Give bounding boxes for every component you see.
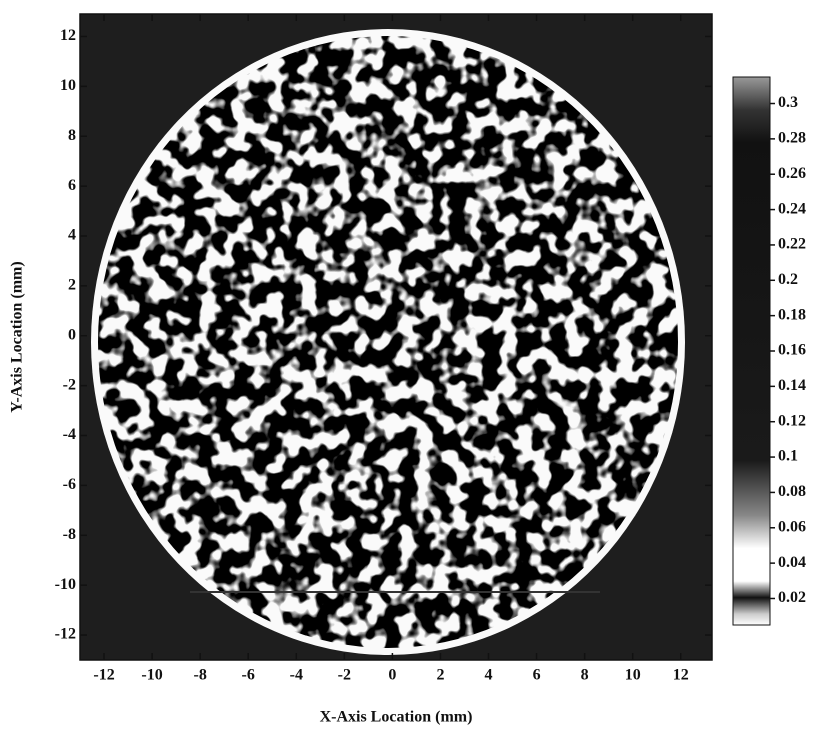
colorbar-tick-label: 0.3 [778, 94, 798, 111]
colorbar-tick-label: 0.08 [778, 483, 806, 500]
x-tick-label: -10 [141, 667, 162, 684]
x-tick-label: -12 [93, 667, 114, 684]
colorbar-tick-label: 0.26 [778, 165, 806, 182]
y-axis-label: Y-Axis Location (mm) [9, 261, 26, 412]
y-tick-label: -8 [63, 526, 76, 543]
scan-map [80, 14, 712, 660]
colorbar-tick-label: 0.24 [778, 200, 806, 217]
y-tick-label: 10 [60, 77, 76, 94]
colorbar [732, 76, 771, 626]
colorbar-tick-label: 0.16 [778, 342, 806, 359]
x-tick-label: 4 [485, 667, 493, 684]
colorbar-tick-label: 0.12 [778, 412, 806, 429]
x-tick-label: 8 [581, 667, 589, 684]
y-tick-label: -6 [63, 476, 76, 493]
y-tick-label: -4 [63, 426, 76, 443]
colorbar-tick-label: 0.1 [778, 448, 798, 465]
y-tick-label: 12 [60, 27, 76, 44]
x-tick-label: -6 [242, 667, 255, 684]
colorbar-tick-label: 0.14 [778, 377, 806, 394]
colorbar-tick-label: 0.06 [778, 518, 806, 535]
y-tick-label: -12 [55, 626, 76, 643]
colorbar-tick-label: 0.2 [778, 271, 798, 288]
y-tick-label: 4 [68, 227, 76, 244]
colorbar-tick-label: 0.02 [778, 589, 806, 606]
colorbar-tick-label: 0.28 [778, 130, 806, 147]
x-tick-label: -4 [290, 667, 303, 684]
x-tick-label: 12 [673, 667, 689, 684]
x-axis-label: X-Axis Location (mm) [320, 709, 473, 726]
x-tick-label: -2 [338, 667, 351, 684]
y-tick-label: -10 [55, 576, 76, 593]
x-tick-label: -8 [193, 667, 206, 684]
plot-frame [79, 13, 713, 661]
x-tick-label: 6 [533, 667, 541, 684]
x-tick-label: 0 [388, 667, 396, 684]
y-tick-label: 6 [68, 177, 76, 194]
y-tick-label: 8 [68, 127, 76, 144]
y-tick-label: -2 [63, 376, 76, 393]
x-tick-label: 2 [436, 667, 444, 684]
colorbar-tick-label: 0.22 [778, 236, 806, 253]
y-tick-label: 0 [68, 326, 76, 343]
y-tick-label: 2 [68, 277, 76, 294]
x-tick-label: 10 [625, 667, 641, 684]
colorbar-tick-label: 0.18 [778, 306, 806, 323]
colorbar-tick-label: 0.04 [778, 554, 806, 571]
